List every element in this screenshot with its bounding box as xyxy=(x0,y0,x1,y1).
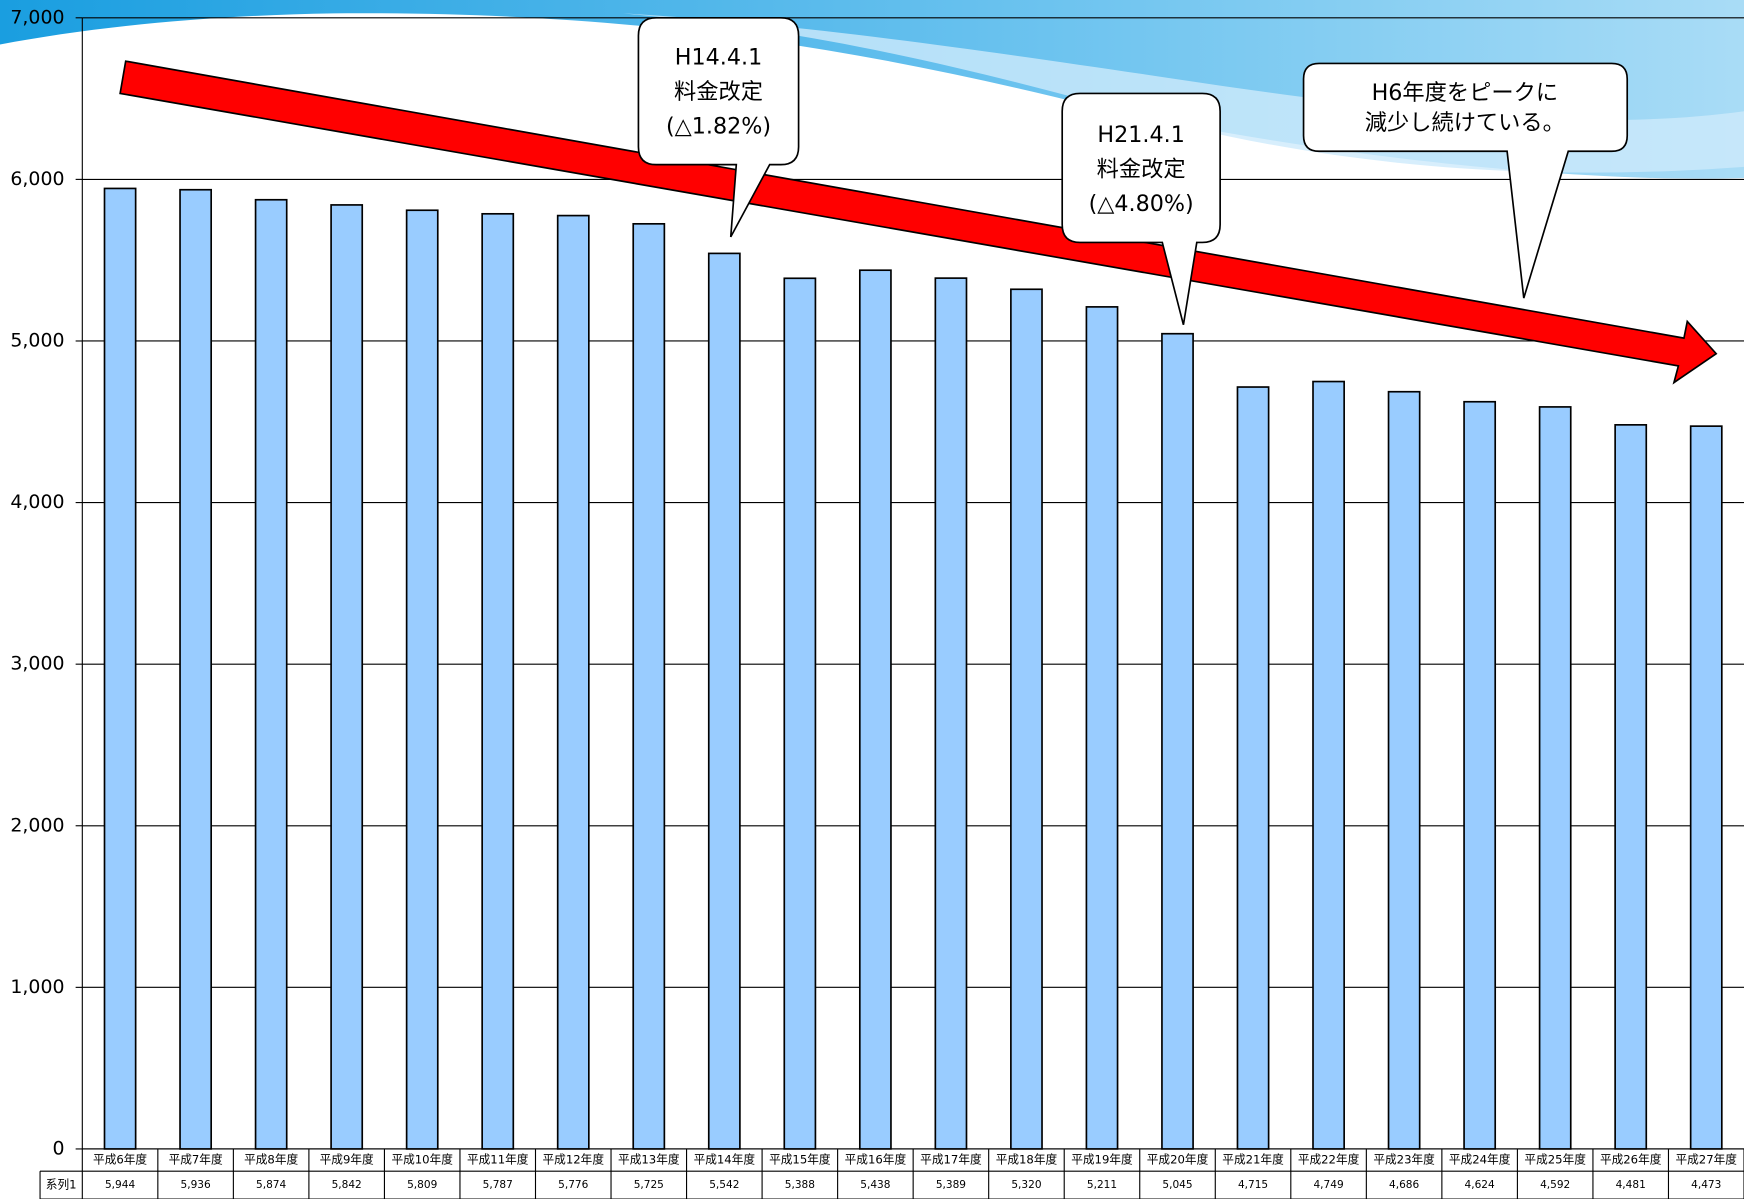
y-tick-label: 7,000 xyxy=(10,6,64,28)
bar xyxy=(632,222,666,1150)
data-label: 5,438 xyxy=(860,1179,890,1191)
x-tick-label: 平成12年度 xyxy=(543,1153,605,1167)
x-tick-label: 平成14年度 xyxy=(694,1153,756,1167)
data-label: 5,542 xyxy=(709,1179,739,1191)
annotation: (△1.82%) xyxy=(666,113,771,139)
callouts: H14.4.1 料金改定 (△1.82%) H21.4.1 料金改定 (△4.80%) H6… xyxy=(666,44,1565,217)
bar xyxy=(481,212,515,1150)
bar xyxy=(103,187,137,1150)
callout-box xyxy=(1061,92,1221,325)
data-label: 5,809 xyxy=(407,1179,437,1191)
y-tick-label: 2,000 xyxy=(10,814,64,836)
bar xyxy=(1614,424,1648,1150)
x-tick-label: 平成8年度 xyxy=(244,1153,298,1167)
bar xyxy=(1689,425,1723,1150)
data-table: 系列1 5,944 5,936 5,874 5,842 5,809 5,787 5,776 5,… xyxy=(39,1148,1744,1199)
bar xyxy=(1010,288,1043,1150)
y-tick-label: 6,000 xyxy=(10,168,64,190)
bar xyxy=(405,209,439,1150)
annotation: 減少し続けている。 xyxy=(1365,110,1565,136)
bar xyxy=(934,277,968,1150)
x-tick-label: 平成6年度 xyxy=(93,1153,147,1167)
bar xyxy=(179,188,213,1150)
data-label: 5,389 xyxy=(936,1179,966,1191)
data-label: 4,749 xyxy=(1313,1179,1343,1191)
annotation: 料金改定 xyxy=(674,79,763,105)
bar xyxy=(556,214,590,1150)
data-label: 5,842 xyxy=(332,1179,362,1191)
bar xyxy=(1236,386,1270,1150)
data-label: 5,320 xyxy=(1011,1179,1041,1191)
y-tick-label: 3,000 xyxy=(10,653,64,675)
x-tick-label: 平成19年度 xyxy=(1071,1153,1133,1167)
bar xyxy=(1463,400,1497,1150)
callout-box xyxy=(637,16,800,238)
data-label: 4,624 xyxy=(1465,1179,1495,1191)
x-tick-label: 平成23年度 xyxy=(1373,1153,1435,1167)
data-label: 5,725 xyxy=(634,1179,664,1191)
x-tick-label: 平成22年度 xyxy=(1298,1153,1360,1167)
data-label: 4,592 xyxy=(1540,1179,1570,1191)
x-tick-label: 平成17年度 xyxy=(920,1153,982,1167)
bar xyxy=(783,277,817,1150)
data-label: 5,045 xyxy=(1162,1179,1192,1191)
x-tick-label: 平成24年度 xyxy=(1449,1153,1511,1167)
data-label: 5,874 xyxy=(256,1179,286,1191)
bar xyxy=(1161,332,1194,1150)
data-label: 5,776 xyxy=(558,1179,588,1191)
data-label: 4,715 xyxy=(1238,1179,1268,1191)
bars xyxy=(103,187,1723,1150)
x-tick-label: 平成25年度 xyxy=(1524,1153,1586,1167)
annotation: H21.4.1 xyxy=(1097,122,1184,148)
trend-arrow xyxy=(119,60,1718,385)
data-label: 4,473 xyxy=(1691,1179,1721,1191)
x-tick-label: 平成21年度 xyxy=(1222,1153,1284,1167)
x-tick-label: 平成20年度 xyxy=(1147,1153,1209,1167)
y-tick-label: 0 xyxy=(52,1137,64,1159)
bar xyxy=(1538,406,1572,1150)
x-tick-label: 平成15年度 xyxy=(769,1153,831,1167)
bar xyxy=(254,198,288,1150)
x-tick-label: 平成18年度 xyxy=(996,1153,1058,1167)
y-tick-label: 1,000 xyxy=(10,976,64,998)
data-label: 4,481 xyxy=(1616,1179,1646,1191)
bar xyxy=(707,252,741,1150)
callout-box xyxy=(1302,62,1629,299)
x-tick-label: 平成27年度 xyxy=(1675,1153,1737,1167)
bar xyxy=(858,269,892,1150)
x-tick-label: 平成26年度 xyxy=(1600,1153,1662,1167)
bar xyxy=(1312,380,1345,1150)
bar xyxy=(330,204,364,1150)
bar xyxy=(1387,390,1421,1150)
data-label: 5,388 xyxy=(785,1179,815,1191)
x-tick-label: 平成13年度 xyxy=(618,1153,680,1167)
y-tick-label: 4,000 xyxy=(10,491,64,513)
annotation: H6年度をピークに xyxy=(1372,80,1559,106)
data-label: 5,787 xyxy=(483,1179,513,1191)
data-label: 5,936 xyxy=(181,1179,211,1191)
x-tick-label: 平成10年度 xyxy=(391,1153,453,1167)
annotation: H14.4.1 xyxy=(675,44,762,70)
bar xyxy=(1085,306,1119,1150)
x-tick-label: 平成16年度 xyxy=(845,1153,907,1167)
annotation: (△4.80%) xyxy=(1089,191,1194,217)
data-label: 5,944 xyxy=(105,1179,135,1191)
data-label: 5,211 xyxy=(1087,1179,1117,1191)
annotation: 料金改定 xyxy=(1097,157,1186,183)
x-tick-label: 平成9年度 xyxy=(320,1153,374,1167)
y-tick-label: 5,000 xyxy=(10,329,64,351)
x-tick-label: 平成7年度 xyxy=(169,1153,223,1167)
x-tick-label: 平成11年度 xyxy=(467,1153,529,1167)
data-label: 4,686 xyxy=(1389,1179,1419,1191)
legend-label: 系列1 xyxy=(46,1178,77,1192)
